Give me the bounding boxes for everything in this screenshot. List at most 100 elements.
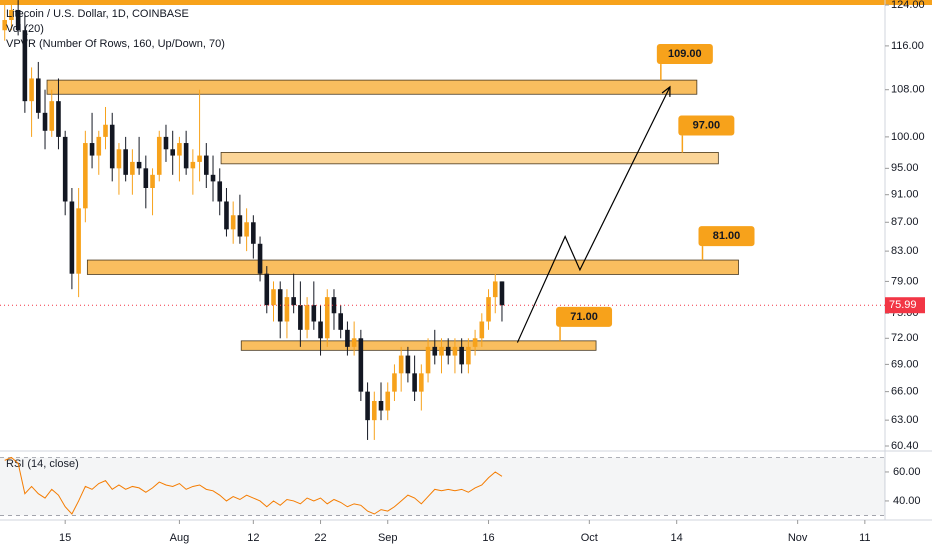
candle-body [472,338,478,347]
y-tick-label: 60.40 [891,440,919,452]
candle-body [150,174,155,189]
rsi-band [0,457,885,516]
level-zone [46,79,698,95]
last-price-tag [885,297,925,314]
x-tick-label: 16 [482,532,494,544]
candle-body [49,101,55,131]
candle-body [486,297,491,322]
y-tick-label: 95.00 [891,162,919,174]
candle-body [311,305,317,322]
candle-body [392,373,397,392]
candle-body [452,346,458,356]
candle-body [156,136,162,175]
candle-body [499,281,505,306]
candle-body [109,124,115,169]
candle-body [398,355,404,374]
level-label: 81.00 [713,230,741,242]
candle-body [244,222,249,237]
candle-body [2,20,8,31]
candle-body [425,346,431,374]
candle-body [56,101,61,137]
candle-body [197,155,202,162]
candle-body [9,9,14,21]
candle-body [459,346,464,365]
x-tick-label: Aug [170,532,190,544]
candle-body [479,321,485,339]
rsi-tick-label: 60.00 [893,466,921,478]
candle-body [15,9,21,31]
candle-body [116,149,122,169]
candle-body [304,305,310,330]
projection-line [516,86,671,343]
indicator-label: VPVR (Number Of Rows, 160, Up/Down, 70) [6,38,225,50]
candle-body [62,136,68,202]
y-tick-label: 87.00 [891,216,919,228]
candle-body [358,338,364,392]
candle-body [466,346,471,365]
candle-body [123,149,128,175]
candle-body [69,201,75,274]
candle-body [89,143,95,156]
candle-body [365,391,370,421]
x-tick-label: Nov [788,532,808,544]
candle-body [291,297,296,306]
candle-body [264,273,270,306]
candle-body [445,346,451,356]
candle-body [29,78,34,102]
candle-body [76,208,81,274]
top-price-line [0,0,932,5]
projection-arrowhead [661,85,671,97]
candle-body [42,112,48,131]
rsi-label: RSI (14, close) [6,458,79,470]
candle-body [136,161,142,169]
level-zone [86,259,739,275]
candle-body [432,346,438,356]
candle-body [36,78,41,113]
candle-body [217,181,223,202]
candle-body [237,215,243,237]
candle-body [230,215,236,230]
candle-body [338,313,343,330]
y-tick-label: 108.00 [891,84,925,96]
x-tick-label: Sep [378,532,398,544]
rsi-tick-label: 40.00 [893,495,921,507]
candle-body [439,346,444,356]
y-tick-label: 100.00 [891,131,925,143]
candle-body [298,305,303,330]
candle-body [170,149,175,156]
candle-body [351,338,357,347]
y-tick-label: 91.00 [891,189,919,201]
candle-body [378,400,384,411]
x-tick-label: 15 [59,532,71,544]
candle-body [405,355,411,374]
x-tick-label: 22 [314,532,326,544]
candle-body [103,124,108,137]
level-label-box [556,306,613,327]
y-tick-label: 79.00 [891,275,919,287]
last-price-label: 75.99 [889,299,917,311]
candle-body [271,289,276,306]
candle-body [251,222,256,244]
level-zone [240,340,597,351]
candle-body [345,329,350,347]
candle-body [257,243,263,274]
candle-body [210,174,216,182]
level-label-box [678,115,735,136]
x-tick-label: 11 [859,532,870,544]
y-tick-label: 69.00 [891,358,919,370]
candle-body [130,161,135,175]
x-tick-label: 12 [247,532,259,544]
level-label: 109.00 [668,48,702,60]
candle-body [143,168,149,189]
candle-body [419,373,424,392]
candle-body [163,136,169,150]
chart-title: Litecoin / U.S. Dollar, 1D, COINBASE [6,8,189,20]
y-tick-label: 63.00 [891,414,919,426]
candle-body [183,143,189,169]
candle-body [224,201,229,230]
level-label-box [656,44,713,65]
candle-body [331,297,337,314]
y-tick-label: 116.00 [891,40,924,52]
candle-body [22,30,28,102]
y-tick-label: 66.00 [891,386,919,398]
